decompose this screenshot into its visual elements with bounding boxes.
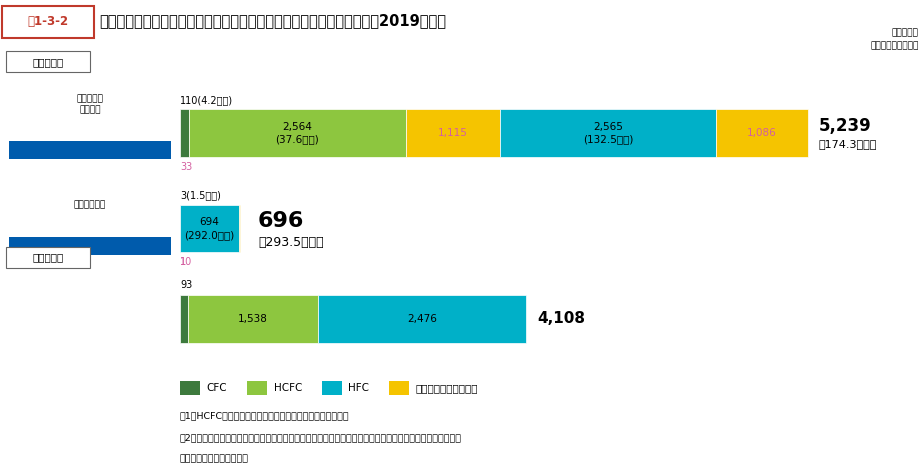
Text: 再利用合計：11トン: 再利用合計：11トン bbox=[66, 241, 114, 250]
Bar bbox=[247, 381, 268, 395]
Text: 10: 10 bbox=[180, 257, 193, 267]
Text: （174.3万台）: （174.3万台） bbox=[819, 139, 877, 149]
Text: 回収した量: 回収した量 bbox=[33, 57, 64, 67]
Bar bbox=[188, 295, 318, 343]
Bar bbox=[389, 381, 409, 395]
FancyBboxPatch shape bbox=[2, 6, 94, 38]
Text: 93: 93 bbox=[180, 280, 192, 290]
Text: 業務用冷凍空調機器・カーエアコンからのフロン類の回収・破壊量等（2019年度）: 業務用冷凍空調機器・カーエアコンからのフロン類の回収・破壊量等（2019年度） bbox=[99, 13, 446, 29]
Text: 業務用冷凍
空調機器: 業務用冷凍 空調機器 bbox=[77, 94, 103, 114]
FancyBboxPatch shape bbox=[9, 141, 171, 159]
Text: 1,086: 1,086 bbox=[747, 128, 776, 139]
Text: 110(4.2万台): 110(4.2万台) bbox=[180, 95, 234, 105]
Bar bbox=[405, 109, 499, 157]
Text: 33: 33 bbox=[180, 162, 192, 172]
Bar bbox=[499, 109, 716, 157]
Text: 4,108: 4,108 bbox=[537, 311, 585, 327]
Text: 694
(292.0万台): 694 (292.0万台) bbox=[185, 217, 234, 240]
Bar bbox=[716, 109, 808, 157]
Text: 資料：経済産業省、環境省: 資料：経済産業省、環境省 bbox=[180, 455, 249, 464]
Text: 注1：HCFCはカーエアコンの冷媒として用いられていない。: 注1：HCFCはカーエアコンの冷媒として用いられていない。 bbox=[180, 412, 350, 421]
Text: HCFC: HCFC bbox=[274, 383, 302, 393]
Text: CFC: CFC bbox=[207, 383, 227, 393]
Text: 2,564
(37.6万台): 2,564 (37.6万台) bbox=[276, 122, 319, 145]
Bar bbox=[321, 381, 342, 395]
Text: （293.5万台）: （293.5万台） bbox=[258, 236, 324, 249]
Text: うち再利用等された量: うち再利用等された量 bbox=[415, 383, 478, 393]
Text: 3(1.5万台): 3(1.5万台) bbox=[180, 190, 221, 200]
Text: 1,115: 1,115 bbox=[438, 128, 468, 139]
Bar bbox=[189, 109, 405, 157]
Bar bbox=[180, 295, 188, 343]
Text: カーエアコン: カーエアコン bbox=[74, 200, 106, 209]
Text: 2：破壊した量は、業務用冷凍空調機器及びカーエアコンから回収されたフロン類の合計の破壊量である。: 2：破壊した量は、業務用冷凍空調機器及びカーエアコンから回収されたフロン類の合計… bbox=[180, 433, 462, 442]
Text: 単位：トン
（）は回収した台数: 単位：トン （）は回収した台数 bbox=[870, 29, 918, 50]
Text: 再利用合計：2,234トン: 再利用合計：2,234トン bbox=[58, 146, 122, 155]
Text: 1,538: 1,538 bbox=[238, 314, 268, 324]
FancyBboxPatch shape bbox=[6, 51, 90, 72]
Bar bbox=[180, 381, 200, 395]
Bar bbox=[318, 295, 526, 343]
Text: 5,239: 5,239 bbox=[819, 117, 871, 135]
Bar bbox=[180, 205, 239, 252]
Bar bbox=[180, 109, 189, 157]
Text: 2,476: 2,476 bbox=[407, 314, 437, 324]
Text: 2,565
(132.5万台): 2,565 (132.5万台) bbox=[582, 122, 633, 145]
Text: 図1-3-2: 図1-3-2 bbox=[28, 15, 68, 29]
Text: 696: 696 bbox=[258, 211, 305, 231]
Text: HFC: HFC bbox=[349, 383, 369, 393]
Text: 破壊した量: 破壊した量 bbox=[33, 252, 64, 262]
FancyBboxPatch shape bbox=[6, 247, 90, 268]
Text: 1: 1 bbox=[180, 257, 186, 267]
FancyBboxPatch shape bbox=[9, 237, 171, 255]
